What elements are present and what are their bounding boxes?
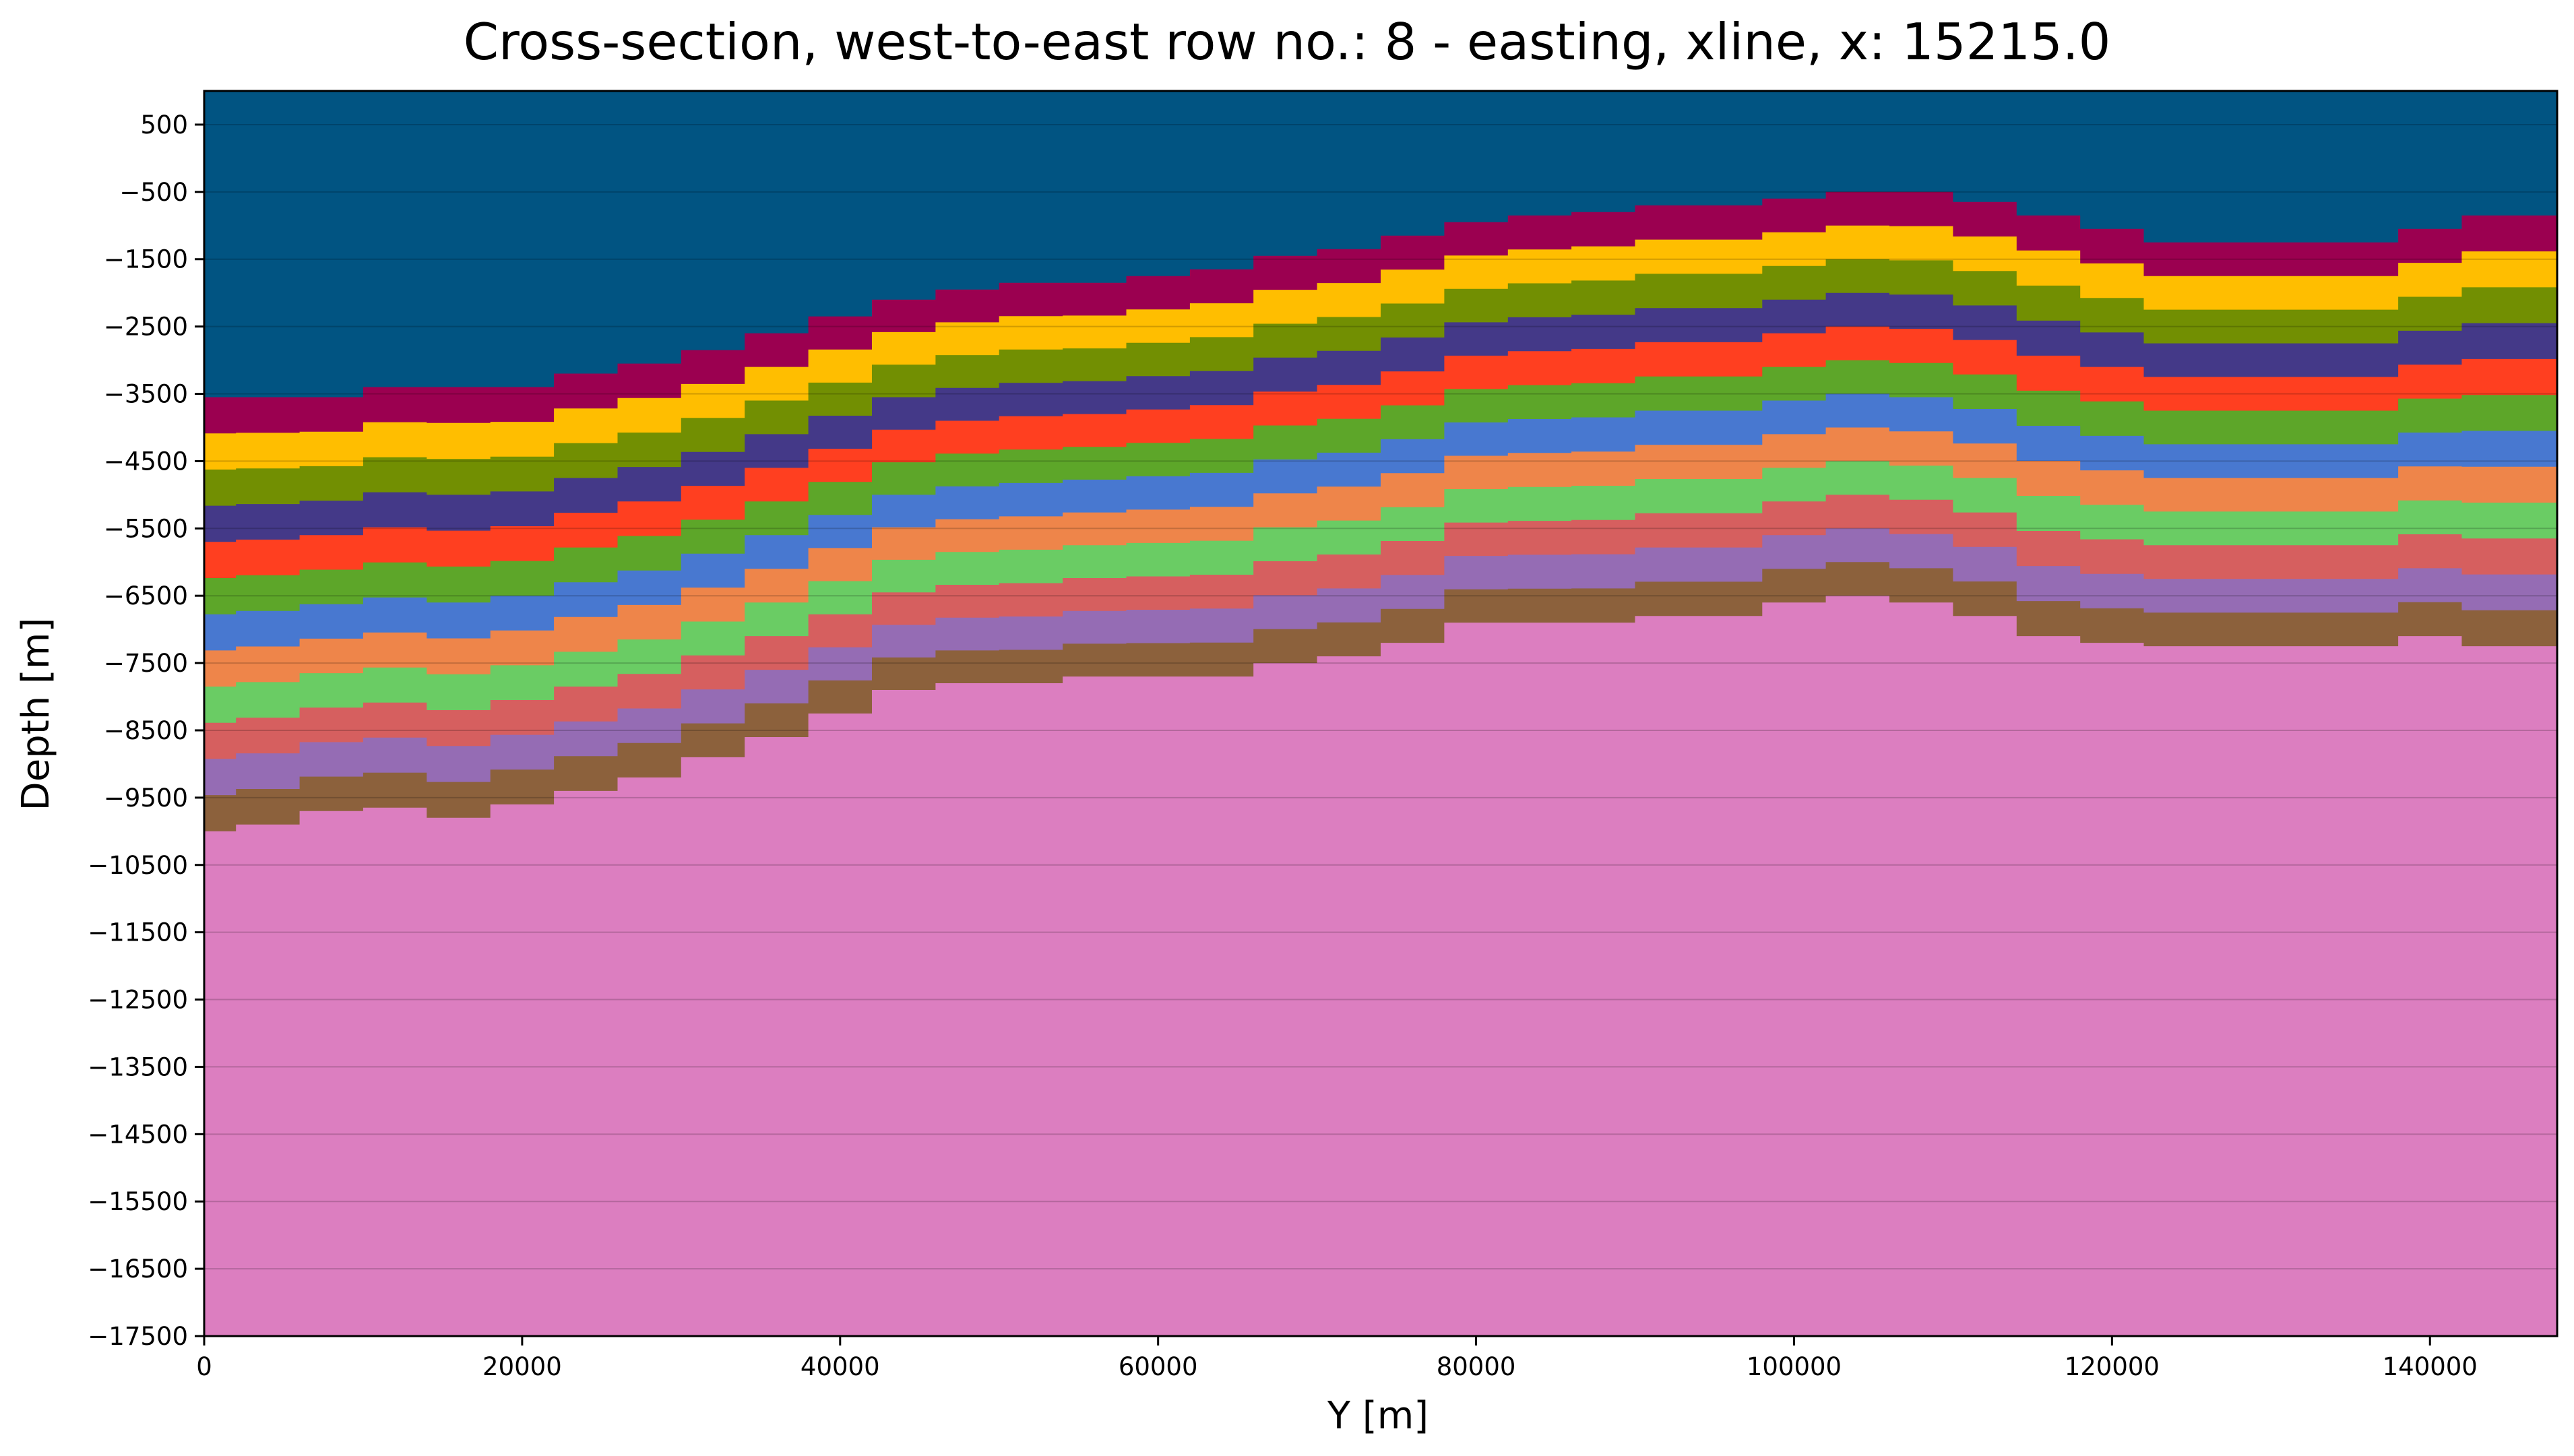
y-tick-label: −17500 — [88, 1322, 188, 1351]
y-axis-label: Depth [m] — [14, 618, 58, 811]
x-tick-label: 40000 — [801, 1352, 880, 1381]
x-tick-label: 100000 — [1747, 1352, 1842, 1381]
y-axis-ticks: 500 −500 −1500 −2500 −3500 −4500 −5500 −6500 −75… — [88, 110, 204, 1351]
y-tick-label: −500 — [119, 178, 188, 207]
y-tick-label: −12500 — [88, 986, 188, 1015]
y-tick-label: −11500 — [88, 918, 188, 947]
x-axis-ticks: 0 20000 40000 60000 80000 100000 120000 140000 — [196, 1336, 2478, 1381]
x-tick-label: 140000 — [2383, 1352, 2478, 1381]
y-tick-label: −7500 — [104, 649, 188, 678]
plot-area — [203, 90, 2559, 1337]
y-tick-label: −5500 — [104, 514, 188, 543]
y-tick-label: −14500 — [88, 1120, 188, 1149]
y-tick-label: −10500 — [88, 851, 188, 880]
x-tick-label: 120000 — [2065, 1352, 2160, 1381]
plot-frame — [203, 90, 2559, 1337]
x-tick-label: 80000 — [1437, 1352, 1516, 1381]
x-tick-label: 20000 — [482, 1352, 562, 1381]
y-tick-label: −2500 — [104, 313, 188, 342]
x-tick-label: 0 — [196, 1352, 212, 1381]
chart-title: Cross-section, west-to-east row no.: 8 -… — [464, 12, 2111, 71]
y-tick-label: −1500 — [104, 245, 188, 274]
layer-13 — [204, 596, 2557, 1337]
y-tick-label: −13500 — [88, 1052, 188, 1081]
y-tick-label: −6500 — [104, 581, 188, 610]
y-tick-label: −4500 — [104, 447, 188, 476]
x-axis-label: Y [m] — [1327, 1394, 1429, 1438]
y-tick-label: −15500 — [88, 1187, 188, 1216]
y-tick-label: −9500 — [104, 784, 188, 813]
x-tick-label: 60000 — [1119, 1352, 1198, 1381]
y-tick-label: −3500 — [104, 380, 188, 409]
gridlines — [204, 123, 2557, 1337]
y-tick-label: −16500 — [88, 1255, 188, 1284]
y-tick-label: −8500 — [104, 716, 188, 745]
y-tick-label: 500 — [140, 110, 188, 139]
layers-group — [204, 191, 2557, 1337]
